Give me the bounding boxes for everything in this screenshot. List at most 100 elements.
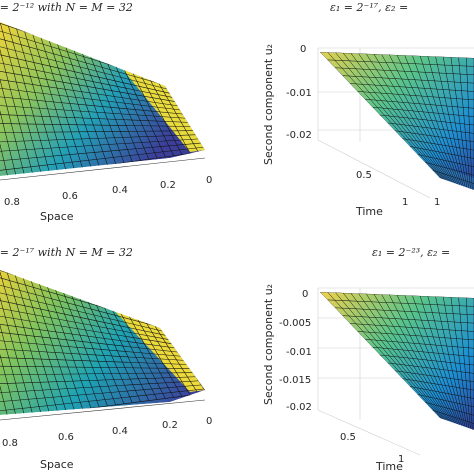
panel-bottom-left: ε₂ = 2⁻¹⁷ with N = M = 32 0.8 0.6 0.4 0.… [0,246,212,471]
surface-tr-mesh-v [364,99,474,109]
surface-bl-mesh-v [0,347,193,362]
x-tick-bl-1: 0.6 [58,432,74,443]
t-axis-label-tr: Time [355,205,383,218]
surface-bl-mesh-v [0,329,188,354]
z-tick-br-2: -0.01 [286,347,312,358]
surface-tl-mesh-v [0,104,196,120]
surface-tl-mesh-v [0,123,201,127]
z-tick-br-1: -0.005 [279,318,311,329]
surface-tr-mesh-v [327,59,474,67]
surface-bl-mesh-v [0,380,205,394]
surface-br-mesh-v [394,370,474,382]
z-tick-br-0: 0 [302,289,308,300]
surface-bl-mesh-v [0,275,171,331]
surface-tr-mesh-v [387,122,474,134]
x-tick-tl-3: 0.2 [160,180,176,191]
surface-bl-mesh-v [0,387,205,412]
t-tick-br-1: 1 [398,454,404,465]
surface-bl-mesh-v [0,365,199,369]
x-tick-tl-2: 0.4 [112,185,128,196]
surface-tr-mesh-v [342,75,474,84]
surface-tr-mesh-v [402,138,474,151]
axis-line-bl [0,399,206,421]
surface-br-mesh-v [432,409,474,424]
x-tick-bl-4: 0 [206,416,212,427]
x-axis-label-bl: Space [40,458,74,471]
x-tick-bl-2: 0.4 [112,426,128,437]
z-tick-br-4: -0.02 [286,402,312,413]
surface-br [320,292,474,430]
t-tick-tr-1: 1 [402,197,408,208]
surface-tl-mesh-v [0,28,176,89]
surface-br-mesh-v [379,354,474,366]
surface-br-mesh-v [387,362,474,374]
x-tick-bl-3: 0.2 [162,420,178,431]
surface-tr-mesh-v [424,162,474,176]
surface-tr-mesh-v [334,67,474,75]
extra-tick-tr: 1 [434,197,440,208]
panel-bottom-right: ε₁ = 2⁻²³, ε₂ = Second component u₂ 0 -0… [262,246,474,473]
surface-tl-mesh-v [0,85,191,112]
surface-tl-mesh-v [0,56,183,100]
z-tick-tr-1: -0.01 [286,88,312,99]
panel-tr-title: ε₁ = 2⁻¹⁷, ε₂ = [330,1,408,14]
surface-tl-mesh-v [0,47,181,96]
surface-br-mesh-v [424,402,474,416]
surface-tr-mesh-v [417,154,474,168]
surface-bl-mesh-v [0,391,205,415]
surface-tl-mesh-v [0,94,193,116]
surface-tl-mesh-v [0,130,203,134]
surface-bl-mesh-v [0,376,204,385]
surface-tl-mesh-v [0,134,205,143]
surface-bl-mesh-v [0,338,191,358]
t-tick-br-0: 0.5 [340,432,356,443]
surface-tr-mesh-v [409,146,474,159]
surface-tr-mesh-v [372,106,474,117]
z-axis-label-br: Second component u₂ [262,284,275,405]
surface-bl-mesh-v [0,372,202,376]
surface-bl-mesh-v [0,383,205,403]
x-tick-tl-0: 0.8 [4,197,20,208]
surface-tl-mesh-v [0,113,198,124]
surface-br-mesh-v [357,331,474,341]
panel-br-title: ε₁ = 2⁻²³, ε₂ = [372,246,450,259]
surface-br-mesh-v [327,299,474,307]
axis-line-tl [0,157,206,181]
surface-bl-mesh-v [0,302,179,342]
z-tick-tr-0: 0 [300,44,306,55]
surface-tr-mesh-v [432,169,474,184]
surface-bl-mesh-v [0,293,177,338]
x-tick-tl-1: 0.6 [62,191,78,202]
surface-tl-mesh-v [0,38,178,92]
surface-tr-mesh-v [379,114,474,126]
panel-top-left: ε₂ = 2⁻¹² with N = M = 32 0.8 0.6 0.4 0.… [0,1,212,223]
panel-tl-title: ε₂ = 2⁻¹² with N = M = 32 [0,1,133,14]
t-axis-label-br: Time [375,460,403,473]
z-tick-tr-2: -0.02 [286,130,312,141]
surface-tl-mesh-v [0,66,186,104]
surface-br-mesh-v [409,386,474,399]
surface-tr-mesh-v [394,130,474,142]
surface-bl-mesh-v [0,311,182,346]
surface-tl-mesh-v [0,141,205,162]
surface-br-mesh-v [334,307,474,315]
surface-tl-mesh-v [0,145,205,171]
x-tick-bl-0: 0.8 [2,438,18,449]
surface-bl [0,270,205,415]
surface-tl [0,22,205,176]
surface-tl-mesh-v [0,138,205,152]
surface-tr-mesh-v [349,83,474,92]
x-tick-tl-4: 0 [206,175,212,186]
surface-tr [320,52,474,190]
surface-tr-mesh-v [357,91,474,101]
x-axis-label-tl: Space [40,210,74,223]
surface-br-mesh-v [417,394,474,408]
surface-br-mesh-v [349,323,474,332]
surface-br-mesh-v [342,315,474,324]
surface-br-mesh-v [372,346,474,357]
surface-br-mesh-v [364,339,474,349]
surface-tl-mesh-v [0,75,188,108]
t-tick-tr-0: 0.5 [356,170,372,181]
surface-bl-mesh-v [0,356,196,366]
